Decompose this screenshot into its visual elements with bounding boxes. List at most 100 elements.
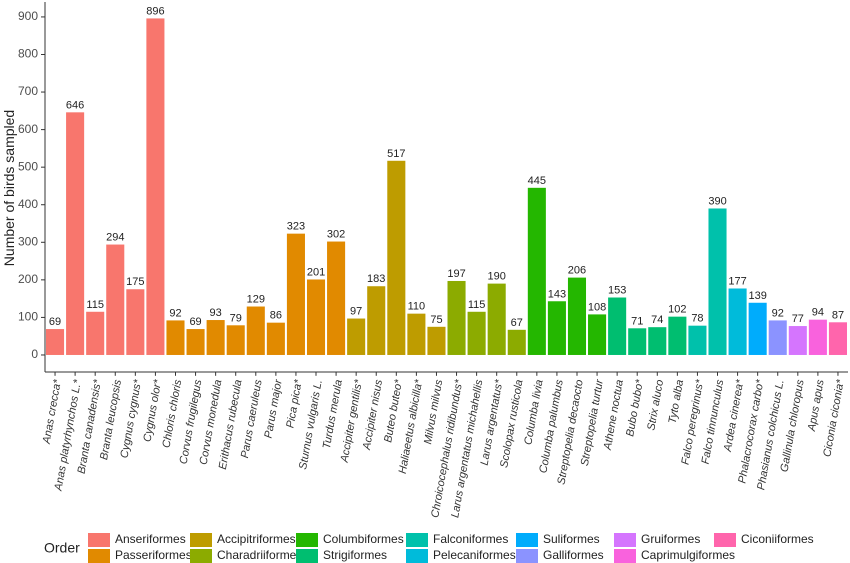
bar [808, 319, 827, 355]
value-label: 79 [230, 312, 242, 324]
bar [507, 329, 526, 355]
legend-key [614, 549, 636, 563]
y-tick-label: 100 [18, 310, 38, 324]
value-label: 110 [408, 301, 426, 313]
bar [146, 18, 165, 355]
legend-title: Order [44, 540, 80, 556]
bar [688, 325, 707, 355]
bar [527, 187, 546, 355]
y-tick-label: 900 [18, 9, 38, 23]
bar [66, 112, 85, 355]
value-label: 206 [568, 265, 586, 277]
value-label: 115 [468, 299, 486, 311]
bar [668, 316, 687, 355]
legend-label: Suliformes [543, 532, 600, 546]
value-label: 115 [86, 299, 104, 311]
value-label: 143 [548, 288, 566, 300]
value-label: 108 [588, 301, 606, 313]
y-tick-label: 800 [18, 47, 38, 61]
bar [768, 320, 787, 355]
legend-label: Strigiformes [323, 548, 387, 562]
x-tick-label: Tyto alba [667, 379, 687, 425]
x-tick-label: Strix aluco [645, 379, 666, 432]
value-label: 86 [270, 310, 282, 322]
value-label: 75 [430, 314, 442, 326]
legend-key [406, 549, 428, 563]
bar [427, 326, 446, 355]
bar [266, 322, 285, 355]
value-label: 87 [832, 309, 844, 321]
bar [447, 280, 466, 355]
value-label: 71 [631, 315, 643, 327]
legend-key [406, 533, 428, 547]
bar [708, 208, 727, 355]
legend-label: Falconiformes [433, 532, 508, 546]
bar [327, 241, 346, 355]
value-label: 175 [126, 276, 144, 288]
x-tick-label: Pica pica* [284, 378, 304, 429]
value-label: 69 [49, 316, 61, 328]
legend-label: Pelecaniformes [433, 548, 516, 562]
legend-key [714, 533, 736, 547]
value-label: 183 [367, 273, 385, 285]
value-label: 896 [146, 5, 164, 17]
x-tick-label: Athene noctua [602, 379, 626, 452]
bar [467, 311, 486, 355]
legend-label: Anseriformes [115, 532, 186, 546]
legend-key [614, 533, 636, 547]
bar [407, 313, 426, 355]
x-tick-label: Parus major [263, 377, 285, 439]
value-label: 646 [66, 99, 84, 111]
y-tick-label: 400 [18, 197, 38, 211]
bar [487, 283, 506, 355]
x-tick-label: Turdus merula [321, 379, 345, 450]
bar [788, 326, 807, 355]
y-axis-title: Number of birds sampled [1, 110, 17, 266]
value-label: 129 [247, 294, 265, 306]
value-label: 92 [169, 307, 181, 319]
value-label: 67 [511, 317, 523, 329]
value-label: 201 [307, 266, 325, 278]
bar [567, 277, 587, 355]
y-tick-label: 700 [18, 84, 38, 98]
bar [387, 160, 406, 355]
bar [728, 288, 747, 355]
bar [166, 320, 185, 355]
legend-label: Accipitriformes [217, 532, 296, 546]
legend-key [516, 533, 538, 547]
x-tick-label: Chloris chloris [160, 378, 184, 449]
x-tick-label: Cygnus olor* [141, 378, 164, 443]
bar [547, 301, 566, 355]
y-tick-label: 600 [18, 122, 38, 136]
legend-label: Charadriiformes [217, 548, 302, 562]
value-label: 69 [189, 316, 201, 328]
legend-label: Caprimulgiformes [641, 548, 735, 562]
value-label: 97 [350, 306, 362, 318]
bar [126, 289, 145, 355]
x-tick-label: Apus apus [806, 378, 827, 433]
legend-key [190, 549, 212, 563]
value-label: 517 [387, 148, 405, 160]
bar [306, 279, 326, 355]
legend-key [516, 549, 538, 563]
legend-label: Ciconiiformes [741, 532, 814, 546]
x-tick-label: Milvus milvus [422, 378, 445, 445]
value-label: 302 [327, 229, 345, 241]
value-label: 78 [691, 313, 703, 325]
value-label: 197 [447, 268, 465, 280]
bar [46, 329, 65, 355]
x-tick-label: Bubo bubo* [624, 378, 646, 437]
bar [367, 286, 386, 355]
value-label: 94 [812, 307, 824, 319]
bar [86, 311, 105, 355]
value-label: 74 [651, 314, 663, 326]
x-tick-label: Columba livia [522, 379, 545, 446]
bar [106, 244, 125, 355]
value-label: 139 [748, 290, 766, 302]
value-label: 92 [772, 307, 784, 319]
value-label: 294 [106, 232, 124, 244]
legend-key [190, 533, 212, 547]
x-tick-label: Buteo buteo* [382, 378, 405, 443]
legend-label: Columbiformes [323, 532, 404, 546]
